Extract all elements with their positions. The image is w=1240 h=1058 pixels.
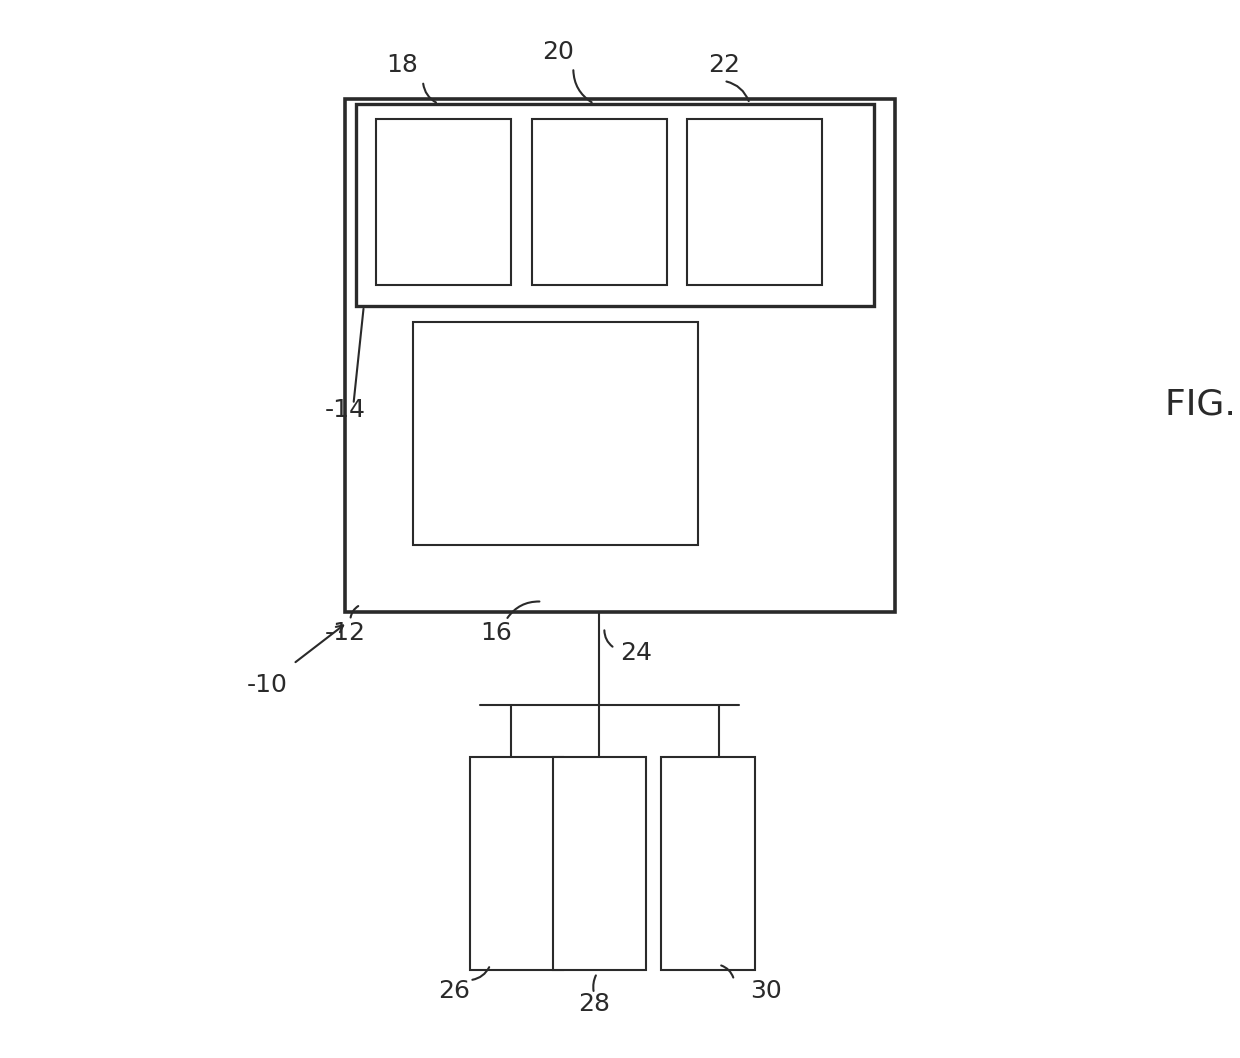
Text: 22: 22 (708, 53, 740, 77)
Bar (661, 758, 755, 970)
Bar (376, 120, 511, 286)
Text: 30: 30 (750, 979, 781, 1003)
Text: -14: -14 (325, 398, 366, 422)
Text: -12: -12 (325, 621, 366, 644)
Text: 24: 24 (620, 641, 652, 665)
Text: 18: 18 (386, 53, 418, 77)
Bar (532, 120, 667, 286)
Text: 26: 26 (439, 979, 470, 1003)
Bar (413, 322, 698, 545)
Text: 16: 16 (480, 621, 512, 644)
Text: 28: 28 (579, 992, 610, 1016)
Bar (687, 120, 822, 286)
Text: -10: -10 (247, 673, 288, 696)
Text: FIG. 1: FIG. 1 (1164, 387, 1240, 421)
Bar (345, 98, 895, 612)
Bar (470, 758, 563, 970)
Bar (553, 758, 646, 970)
Text: 20: 20 (542, 40, 574, 63)
Bar (356, 104, 874, 306)
